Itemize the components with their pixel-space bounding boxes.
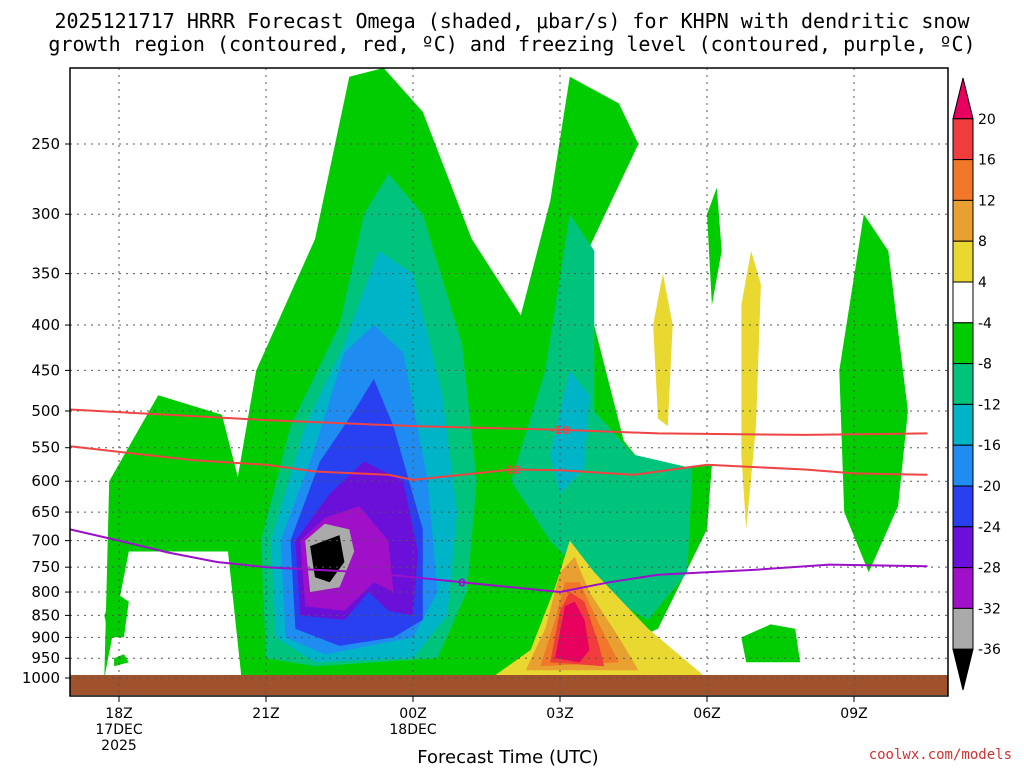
x-tick-label-18-1: 17DEC <box>95 722 142 738</box>
colorbar: 20 16 12 8 4 -4 -8 -12 -16 -20 -24 -28 -32 -36 <box>952 77 1001 691</box>
contour-line-minus12-1 <box>69 445 928 481</box>
y-tick-label-350: 350 <box>31 265 60 283</box>
colorbar-label-9: -20 <box>978 479 1001 495</box>
colorbar-label-8: -16 <box>978 438 1001 454</box>
x-tick-label-27-0: 03Z <box>546 706 573 722</box>
colorbar-segment-6 <box>952 322 974 365</box>
omega-region-19 <box>741 250 761 530</box>
y-tick-label-750: 750 <box>31 558 60 576</box>
colorbar-segment-3 <box>952 199 974 242</box>
x-tick-label-30-0: 06Z <box>693 706 720 722</box>
colorbar-segment-1 <box>952 118 974 161</box>
x-tick-label-24-0: 00Z <box>399 706 426 722</box>
omega-region-18 <box>653 273 673 427</box>
omega-region-5 <box>707 187 722 306</box>
colorbar-segment-10 <box>952 485 974 528</box>
y-tick-label-800: 800 <box>31 583 60 601</box>
colorbar-segment-8 <box>952 403 974 446</box>
colorbar-segment-13 <box>952 607 974 650</box>
colorbar-segment-2 <box>952 159 974 201</box>
omega-region-23 <box>555 601 590 663</box>
plot-frame <box>69 67 949 697</box>
colorbar-label-0: 20 <box>978 112 996 128</box>
colorbar-segment-9 <box>952 444 974 487</box>
y-tick-label-250: 250 <box>31 135 60 153</box>
y-tick-label-450: 450 <box>31 361 60 379</box>
colorbar-label-3: 8 <box>978 234 987 250</box>
y-tick-label-500: 500 <box>31 402 60 420</box>
y-tick-label-950: 950 <box>31 649 60 667</box>
y-tick-label-1000: 1000 <box>22 669 60 687</box>
colorbar-label-4: 4 <box>978 275 987 291</box>
contour-label-1: -12 <box>501 463 521 476</box>
colorbar-label-1: 16 <box>978 153 996 169</box>
x-axis-label: Forecast Time (UTC) <box>417 747 598 768</box>
y-axis-ticks: 250 300 350 400 450 500 550 600 650 700 750 800 850 9… <box>22 135 70 687</box>
omega-region-4 <box>839 214 908 573</box>
y-tick-label-600: 600 <box>31 472 60 490</box>
contour-line-0-2 <box>69 528 928 594</box>
colorbar-label-6: -8 <box>978 357 992 373</box>
colorbar-label-7: -12 <box>978 397 1001 413</box>
contour-label-2: 0 <box>458 576 466 589</box>
y-tick-label-550: 550 <box>31 439 60 457</box>
omega-region-6 <box>741 624 801 663</box>
omega-shading <box>104 68 908 678</box>
ground-surface <box>70 675 948 695</box>
chart-title-line-2: growth region (contoured, red, ºC) and f… <box>48 32 975 56</box>
contour-label-0: -18 <box>550 424 570 437</box>
omega-region-2 <box>104 592 129 638</box>
contour-line-minus18-0 <box>69 408 928 436</box>
colorbar-segment-14 <box>952 648 974 691</box>
x-tick-label-24-1: 18DEC <box>389 722 436 738</box>
colorbar-segment-5 <box>952 281 974 324</box>
x-tick-label-33-0: 09Z <box>840 706 867 722</box>
y-tick-label-850: 850 <box>31 606 60 624</box>
x-tick-label-21-0: 21Z <box>252 706 279 722</box>
plot-area: -18 -12 0 <box>69 67 949 697</box>
colorbar-label-5: -4 <box>978 316 992 332</box>
colorbar-segment-11 <box>952 526 974 569</box>
omega-region-10 <box>550 370 590 494</box>
colorbar-segment-12 <box>952 567 974 609</box>
y-tick-label-300: 300 <box>31 205 60 223</box>
colorbar-label-10: -24 <box>978 520 1001 536</box>
colorbar-label-11: -28 <box>978 561 1001 577</box>
x-tick-label-18-0: 18Z <box>105 706 132 722</box>
colorbar-segment-0 <box>952 77 974 120</box>
y-tick-label-650: 650 <box>31 503 60 521</box>
y-tick-label-900: 900 <box>31 628 60 646</box>
colorbar-segment-7 <box>952 363 974 405</box>
colorbar-label-2: 12 <box>978 193 996 209</box>
colorbar-segment-4 <box>952 240 974 283</box>
chart-title-line-1: 2025121717 HRRR Forecast Omega (shaded, … <box>54 9 970 33</box>
omega-region-1 <box>104 395 252 678</box>
x-tick-label-18-2: 2025 <box>101 738 137 754</box>
colorbar-label-12: -32 <box>978 601 1001 617</box>
omega-region-8 <box>511 214 693 620</box>
y-tick-label-400: 400 <box>31 316 60 334</box>
colorbar-label-13: -36 <box>978 642 1001 658</box>
temperature-contours: -18 -12 0 <box>69 408 928 594</box>
y-tick-label-700: 700 <box>31 532 60 550</box>
omega-region-3 <box>114 654 129 667</box>
credit-text: coolwx.com/models <box>869 747 1012 763</box>
